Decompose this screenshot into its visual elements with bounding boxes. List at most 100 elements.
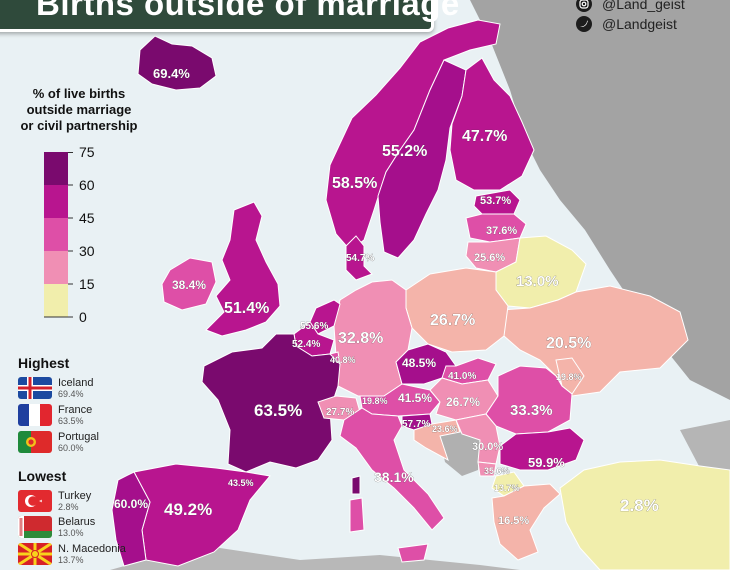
belarus-flag-icon — [18, 516, 52, 538]
lowest-value-3: 13.7% — [58, 555, 84, 565]
legend-title-line-2: outside marriage — [26, 102, 132, 117]
label-hungary: 26.7% — [446, 395, 480, 409]
label-belgium: 52.4% — [292, 339, 320, 350]
lowest-entry-belarus: Belarus 13.0% — [18, 516, 95, 538]
label-uk: 51.4% — [224, 300, 269, 317]
label-latvia: 37.6% — [486, 225, 517, 237]
bulgaria-shape — [499, 427, 585, 471]
legend-swatch-30-45 — [44, 218, 68, 251]
label-denmark: 54.7% — [346, 253, 374, 264]
turkey-flag-icon — [18, 490, 52, 512]
italy-shape — [339, 407, 445, 531]
lowest-entry-north-macedonia: N. Macedonia 13.7% — [18, 543, 126, 565]
legend-tick-60: 60 — [79, 177, 95, 193]
label-greece: 16.5% — [498, 515, 529, 527]
montenegro-shape — [477, 461, 497, 477]
label-luxembourg: 40.8% — [330, 355, 356, 365]
portugal-flag-icon — [18, 431, 52, 453]
label-serbia: 30.0% — [472, 441, 503, 453]
portugal-shape — [111, 471, 151, 567]
twitter-icon — [576, 16, 592, 32]
poland-shape — [405, 267, 509, 353]
twitter-handle-text: @Landgeist — [602, 16, 677, 32]
label-andorra: 43.5% — [228, 478, 254, 488]
highest-entry-portugal: Portugal 60.0% — [18, 431, 99, 453]
highest-heading: Highest — [18, 355, 70, 371]
highest-value-2: 63.5% — [58, 416, 84, 426]
balkan-grey-region — [438, 426, 480, 476]
ukraine-shape — [499, 285, 689, 397]
label-turkey: 2.8% — [620, 496, 659, 515]
turkey-shape — [559, 459, 730, 570]
legend-swatch-0-15 — [44, 284, 68, 317]
label-netherlands: 55.6% — [300, 321, 328, 332]
label-estonia: 53.7% — [480, 195, 511, 207]
moldova-shape — [555, 357, 585, 395]
label-germany: 32.8% — [338, 330, 383, 347]
label-norway: 55.2% — [382, 143, 427, 160]
russia-region — [470, 0, 730, 400]
instagram-handle-text: @Land_geist — [602, 0, 685, 12]
ireland-shape — [161, 257, 217, 311]
legend-tick-30: 30 — [79, 243, 95, 259]
legend-title-line-1: % of live births — [32, 86, 126, 101]
highest-entry-iceland: Iceland 69.4% — [18, 377, 93, 399]
france-flag-icon — [18, 404, 52, 426]
label-sweden: 58.5% — [332, 175, 377, 192]
legend-tick-45: 45 — [79, 210, 95, 226]
label-switzerland: 27.7% — [326, 407, 354, 418]
iceland-flag-icon — [18, 377, 52, 399]
sweden-shape — [377, 59, 467, 259]
label-liechtenstein: 19.8% — [362, 396, 388, 406]
denmark-shape — [345, 235, 373, 281]
twitter-handle[interactable]: @Landgeist — [576, 16, 677, 32]
highest-entry-france: France 63.5% — [18, 404, 92, 426]
legend-swatch-45-60 — [44, 185, 68, 218]
sardinia-shape — [349, 497, 365, 533]
label-portugal: 60.0% — [114, 497, 148, 511]
label-czechia: 48.5% — [402, 356, 436, 370]
label-romania: 33.3% — [510, 402, 553, 419]
label-slovenia: 57.7% — [402, 419, 430, 430]
highest-country-3: Portugal — [58, 431, 99, 443]
finland-shape — [449, 57, 535, 191]
highest-country-2: France — [58, 404, 93, 416]
label-france: 63.5% — [254, 401, 302, 420]
label-belarus: 13.0% — [516, 273, 559, 290]
highest-country-1: Iceland — [58, 377, 94, 389]
highest-value-3: 60.0% — [58, 443, 84, 453]
latvia-shape — [465, 213, 527, 243]
uk-shape — [205, 201, 281, 337]
label-montenegro: 35.6% — [484, 466, 510, 476]
lowest-entry-turkey: Turkey 2.8% — [18, 490, 91, 512]
instagram-handle[interactable]: @Land_geist — [576, 0, 685, 12]
label-croatia: 23.6% — [432, 424, 458, 434]
instagram-icon — [576, 0, 592, 12]
label-poland: 26.7% — [430, 312, 475, 329]
highest-value-1: 69.4% — [58, 389, 84, 399]
sicily-shape — [397, 543, 429, 563]
label-slovakia: 41.0% — [448, 371, 476, 382]
title-banner — [0, 0, 434, 32]
label-bulgaria: 59.9% — [528, 455, 565, 470]
legend-swatch-15-30 — [44, 251, 68, 284]
page-title: Births outside of marriage — [36, 0, 460, 22]
corsica-shape — [351, 475, 361, 495]
iceland-shape — [137, 35, 217, 91]
label-lithuania: 25.6% — [474, 252, 505, 264]
caucasus-region — [680, 420, 730, 470]
label-austria: 41.5% — [398, 391, 432, 405]
label-north-macedonia: 13.7% — [494, 483, 520, 493]
legend-tick-0: 0 — [79, 309, 87, 325]
lowest-heading: Lowest — [18, 468, 67, 484]
label-ukraine: 20.5% — [546, 335, 591, 352]
legend-title: % of live births outside marriage or civ… — [4, 86, 154, 134]
label-finland: 47.7% — [462, 128, 507, 145]
croatia-shape — [413, 419, 461, 462]
label-italy: 38.1% — [374, 469, 414, 485]
label-moldova: 19.8% — [556, 372, 582, 382]
label-iceland: 69.4% — [153, 66, 190, 81]
legend-title-line-3: or civil partnership — [20, 118, 138, 133]
label-ireland: 38.4% — [172, 278, 206, 292]
